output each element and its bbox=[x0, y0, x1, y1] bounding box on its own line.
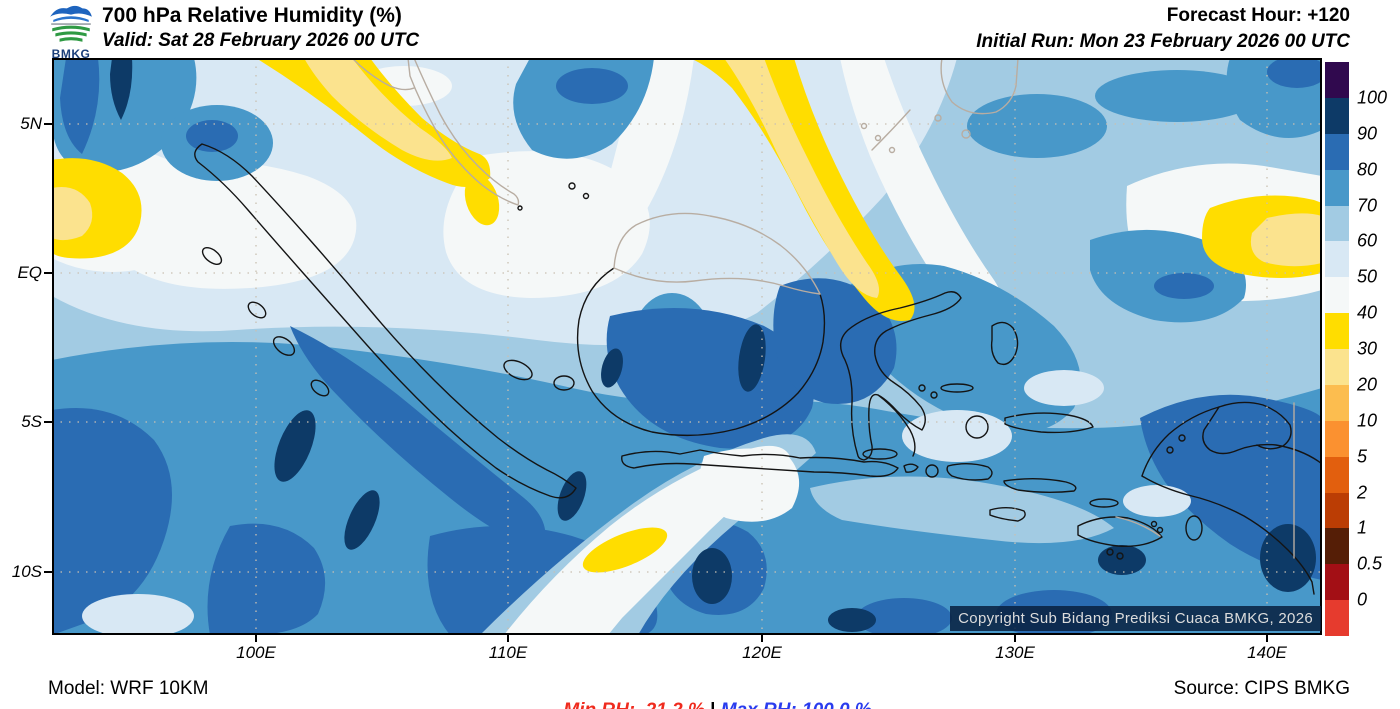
colorbar-label: 20 bbox=[1357, 374, 1378, 395]
colorbar-segment bbox=[1325, 456, 1349, 493]
minmax-separator: | bbox=[705, 700, 721, 709]
x-tick-label: 100E bbox=[236, 643, 276, 662]
x-tick-mark bbox=[1266, 635, 1268, 642]
x-tick-mark bbox=[761, 635, 763, 642]
valid-time: Valid: Sat 28 February 2026 00 UTC bbox=[102, 30, 420, 51]
x-tick-label: 120E bbox=[742, 643, 782, 662]
bmkg-logo: BMKG bbox=[44, 2, 98, 61]
forecast-hour: Forecast Hour: +120 bbox=[1166, 5, 1350, 26]
colorbar-segment bbox=[1325, 97, 1349, 134]
colorbar-label: 70 bbox=[1357, 195, 1378, 215]
colorbar-segment bbox=[1325, 349, 1349, 385]
colorbar-segment bbox=[1325, 62, 1349, 98]
y-tick-mark bbox=[44, 421, 52, 423]
rh-map bbox=[17, 56, 1327, 638]
page-title: 700 hPa Relative Humidity (%) bbox=[102, 4, 402, 27]
min-rh-value: Min RH: 21.2 % bbox=[563, 700, 704, 709]
colorbar-segment bbox=[1325, 564, 1349, 601]
copyright-notice: Copyright Sub Bidang Prediksi Cuaca BMKG… bbox=[950, 606, 1321, 631]
header-right: Forecast Hour: +120 Initial Run: Mon 23 … bbox=[976, 5, 1350, 53]
colorbar-segment bbox=[1325, 492, 1349, 529]
source-label: Source: CIPS BMKG bbox=[1173, 678, 1350, 699]
colorbar-label: 0.5 bbox=[1357, 553, 1383, 574]
bmkg-logo-emblem bbox=[50, 5, 92, 42]
colorbar-label: 90 bbox=[1357, 123, 1378, 144]
y-tick-label: 5S bbox=[21, 412, 42, 431]
x-tick-mark bbox=[1014, 635, 1016, 642]
colorbar-segment bbox=[1325, 277, 1349, 314]
colorbar-segment bbox=[1325, 133, 1349, 170]
map-border bbox=[52, 58, 1322, 635]
colorbar-label: 30 bbox=[1357, 338, 1378, 359]
colorbar-label: 100 bbox=[1357, 87, 1388, 108]
bmkg-logo-text: BMKG bbox=[51, 47, 91, 61]
colorbar-label: 2 bbox=[1357, 482, 1368, 502]
colorbar-segment bbox=[1325, 528, 1349, 565]
colorbar-segment bbox=[1325, 384, 1349, 421]
y-tick-mark bbox=[44, 272, 52, 274]
x-tick-mark bbox=[255, 635, 257, 642]
colorbar-label: 50 bbox=[1357, 266, 1378, 287]
colorbar-label: 10 bbox=[1357, 410, 1378, 431]
colorbar-label: 0 bbox=[1357, 589, 1368, 610]
y-tick-label: EQ bbox=[17, 263, 42, 282]
x-tick-label: 140E bbox=[1247, 643, 1287, 662]
y-tick-label: 10S bbox=[11, 562, 42, 581]
x-tick-label: 110E bbox=[488, 643, 528, 662]
coastlines bbox=[194, 143, 1323, 595]
colorbar-label: 80 bbox=[1357, 159, 1378, 180]
initial-run: Initial Run: Mon 23 February 2026 00 UTC bbox=[976, 31, 1350, 52]
y-tick-label: 5N bbox=[20, 114, 42, 133]
colorbar-segment bbox=[1325, 205, 1349, 242]
colorbar-label: 40 bbox=[1357, 302, 1378, 323]
rh-field bbox=[17, 56, 1327, 638]
colorbar bbox=[1325, 62, 1349, 636]
y-tick-mark bbox=[44, 123, 52, 125]
map-panel: Copyright Sub Bidang Prediksi Cuaca BMKG… bbox=[17, 56, 1327, 638]
max-rh-value: Max RH: 100.0 % bbox=[721, 700, 872, 709]
foreign-borders bbox=[351, 57, 1295, 559]
model-label: Model: WRF 10KM bbox=[48, 678, 209, 699]
x-tick-label: 130E bbox=[995, 643, 1035, 662]
y-tick-mark bbox=[44, 571, 52, 573]
colorbar-segment bbox=[1325, 420, 1349, 457]
colorbar-label: 5 bbox=[1357, 446, 1368, 467]
minmax-rh: Min RH: 21.2 % | Max RH: 100.0 % bbox=[542, 678, 872, 709]
colorbar-segment bbox=[1325, 241, 1349, 278]
colorbar-label: 1 bbox=[1357, 517, 1368, 538]
colorbar-segment bbox=[1325, 169, 1349, 206]
colorbar-segment bbox=[1325, 600, 1349, 636]
colorbar-label: 60 bbox=[1357, 230, 1378, 251]
x-tick-mark bbox=[507, 635, 509, 642]
colorbar-segment bbox=[1325, 313, 1349, 349]
